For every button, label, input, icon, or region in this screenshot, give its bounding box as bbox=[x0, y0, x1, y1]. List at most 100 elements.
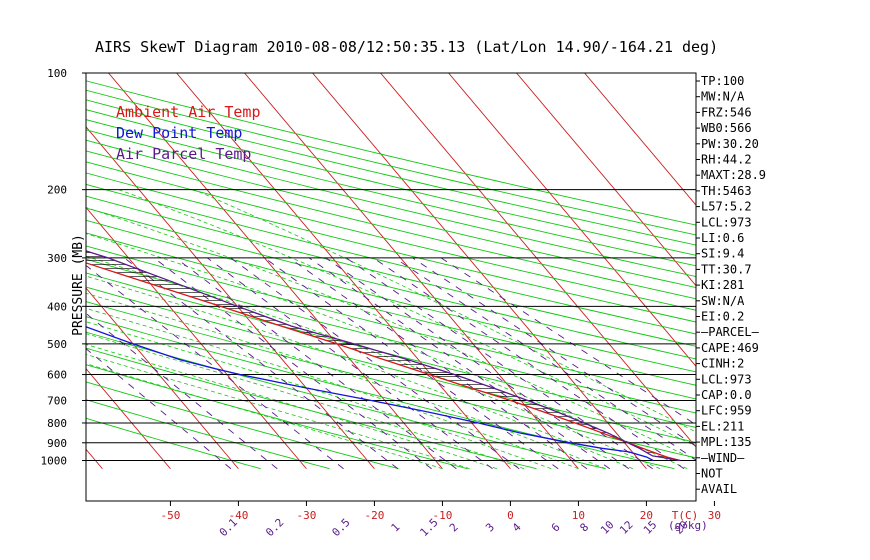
index-entry: EL:211 bbox=[701, 419, 744, 433]
mixing-ratio-line bbox=[308, 257, 611, 470]
index-entry: RH:44.2 bbox=[701, 153, 752, 167]
dry-adiabat-line bbox=[86, 99, 696, 246]
isotherm-line bbox=[448, 73, 696, 367]
dry-adiabat-line bbox=[86, 109, 696, 256]
ambient-temp-line bbox=[86, 262, 681, 462]
moist-adiabat-line bbox=[193, 189, 696, 433]
mixing-ratio-line bbox=[153, 257, 432, 470]
pressure-tick-label: 300 bbox=[47, 252, 67, 265]
index-entry: CAP:0.0 bbox=[701, 388, 752, 402]
pressure-tick-label: 200 bbox=[47, 184, 67, 197]
moist-adiabat-line bbox=[86, 207, 696, 461]
index-entry: FRZ:546 bbox=[701, 105, 752, 119]
isotherm-line bbox=[86, 206, 307, 470]
index-entry: KI:281 bbox=[701, 278, 744, 292]
mixing-ratio-label: 6 bbox=[549, 521, 563, 535]
mixing-ratio-line bbox=[124, 257, 399, 470]
mixing-ratio-label: 12 bbox=[617, 518, 636, 537]
mixing-ratio-line bbox=[325, 257, 630, 470]
index-entry: TH:5463 bbox=[701, 184, 752, 198]
pressure-tick-label: 1000 bbox=[41, 455, 68, 468]
temp-unit-label: T(C) bbox=[672, 509, 699, 522]
index-entry: SI:9.4 bbox=[701, 247, 744, 261]
index-entry: NOT bbox=[701, 467, 723, 481]
dry-adiabat-line bbox=[86, 89, 696, 236]
y-axis-label: PRESSURE (MB) bbox=[71, 234, 86, 336]
index-entry: —PARCEL— bbox=[701, 325, 760, 339]
moist-adiabat-line bbox=[86, 292, 606, 470]
dewpoint-line bbox=[86, 326, 654, 462]
index-entry: —WIND— bbox=[701, 451, 745, 465]
mixing-ratio-line bbox=[289, 257, 588, 470]
isotherm-line bbox=[86, 287, 239, 470]
moist-adiabat-line bbox=[86, 321, 552, 470]
mixing-ratio-line bbox=[230, 257, 520, 470]
temp-tick-label: 0 bbox=[507, 509, 514, 522]
mixing-ratio-label: 2 bbox=[447, 521, 461, 535]
index-entry: PW:30.20 bbox=[701, 137, 759, 151]
dry-adiabat-line bbox=[86, 347, 537, 470]
dry-adiabat-line bbox=[86, 272, 696, 428]
index-entry: CINH:2 bbox=[701, 357, 744, 371]
pressure-tick-label: 100 bbox=[47, 67, 67, 80]
parcel-temp-line bbox=[86, 250, 681, 462]
index-entry: SW:N/A bbox=[701, 294, 745, 308]
chart-title: AIRS SkewT Diagram 2010-08-08/12:50:35.1… bbox=[95, 38, 718, 56]
temp-tick-label: -30 bbox=[296, 509, 316, 522]
index-entry: CAPE:469 bbox=[701, 341, 759, 355]
dry-adiabat-line bbox=[86, 258, 696, 414]
mixing-ratio-label: 1 bbox=[388, 521, 402, 535]
isotherm-line bbox=[312, 73, 647, 470]
grid bbox=[86, 73, 696, 470]
isotherm-line bbox=[516, 73, 696, 287]
dry-adiabat-line bbox=[86, 183, 696, 335]
index-entry: TT:30.7 bbox=[701, 262, 752, 276]
temp-tick-label: -20 bbox=[364, 509, 384, 522]
moist-adiabat-line bbox=[86, 307, 579, 470]
moist-adiabat-line bbox=[86, 333, 525, 470]
pressure-tick-label: 900 bbox=[47, 437, 67, 450]
mixing-ratio-label: 8 bbox=[577, 521, 591, 535]
mixing-ratio-label: 0.2 bbox=[263, 516, 286, 539]
moist-adiabat-line bbox=[86, 275, 633, 470]
mixing-ratio-line bbox=[373, 257, 685, 470]
legend: Ambient Air Temp Dew Point Temp Air Parcel… bbox=[116, 103, 261, 163]
mixing-ratio-label: 0.5 bbox=[329, 516, 352, 539]
moist-adiabat-line bbox=[86, 354, 470, 470]
dry-adiabat-line bbox=[86, 417, 261, 470]
dry-adiabat-line bbox=[86, 119, 696, 267]
dry-adiabat-line bbox=[86, 139, 696, 288]
mixing-ratio-line bbox=[345, 257, 653, 470]
index-entry: LI:0.6 bbox=[701, 231, 744, 245]
temp-tick-label: 30 bbox=[708, 509, 721, 522]
dry-adiabat-line bbox=[86, 399, 330, 470]
legend-entry: Dew Point Temp bbox=[116, 124, 242, 142]
isotherm-line bbox=[176, 73, 511, 470]
dry-adiabat-line bbox=[86, 286, 696, 443]
index-entry: WB0:566 bbox=[701, 121, 752, 135]
legend-entry: Air Parcel Temp bbox=[116, 145, 251, 163]
cape-cin-hatching bbox=[86, 252, 666, 457]
dry-adiabat-line bbox=[86, 129, 696, 278]
legend-entry: Ambient Air Temp bbox=[116, 103, 261, 121]
mixing-ratio-line bbox=[207, 257, 493, 470]
pressure-tick-label: 400 bbox=[47, 300, 67, 313]
index-entry: LCL:973 bbox=[701, 215, 752, 229]
dry-adiabat-line bbox=[86, 219, 696, 373]
mixing-ratio-unit-label: (g/kg) bbox=[668, 519, 708, 532]
moist-adiabat-line bbox=[86, 255, 661, 470]
moist-adiabat-line bbox=[86, 344, 497, 470]
pressure-tick-label: 800 bbox=[47, 417, 67, 430]
index-entry: MW:N/A bbox=[701, 90, 745, 104]
temp-tick-label: -10 bbox=[432, 509, 452, 522]
dry-adiabat-line bbox=[86, 232, 696, 386]
profiles bbox=[86, 250, 681, 462]
isotherm-line bbox=[86, 126, 375, 470]
dry-adiabat-line bbox=[86, 195, 696, 347]
index-entry: L57:5.2 bbox=[701, 200, 752, 214]
temp-tick-label: 20 bbox=[640, 509, 653, 522]
mixing-ratio-label: 4 bbox=[510, 520, 524, 534]
